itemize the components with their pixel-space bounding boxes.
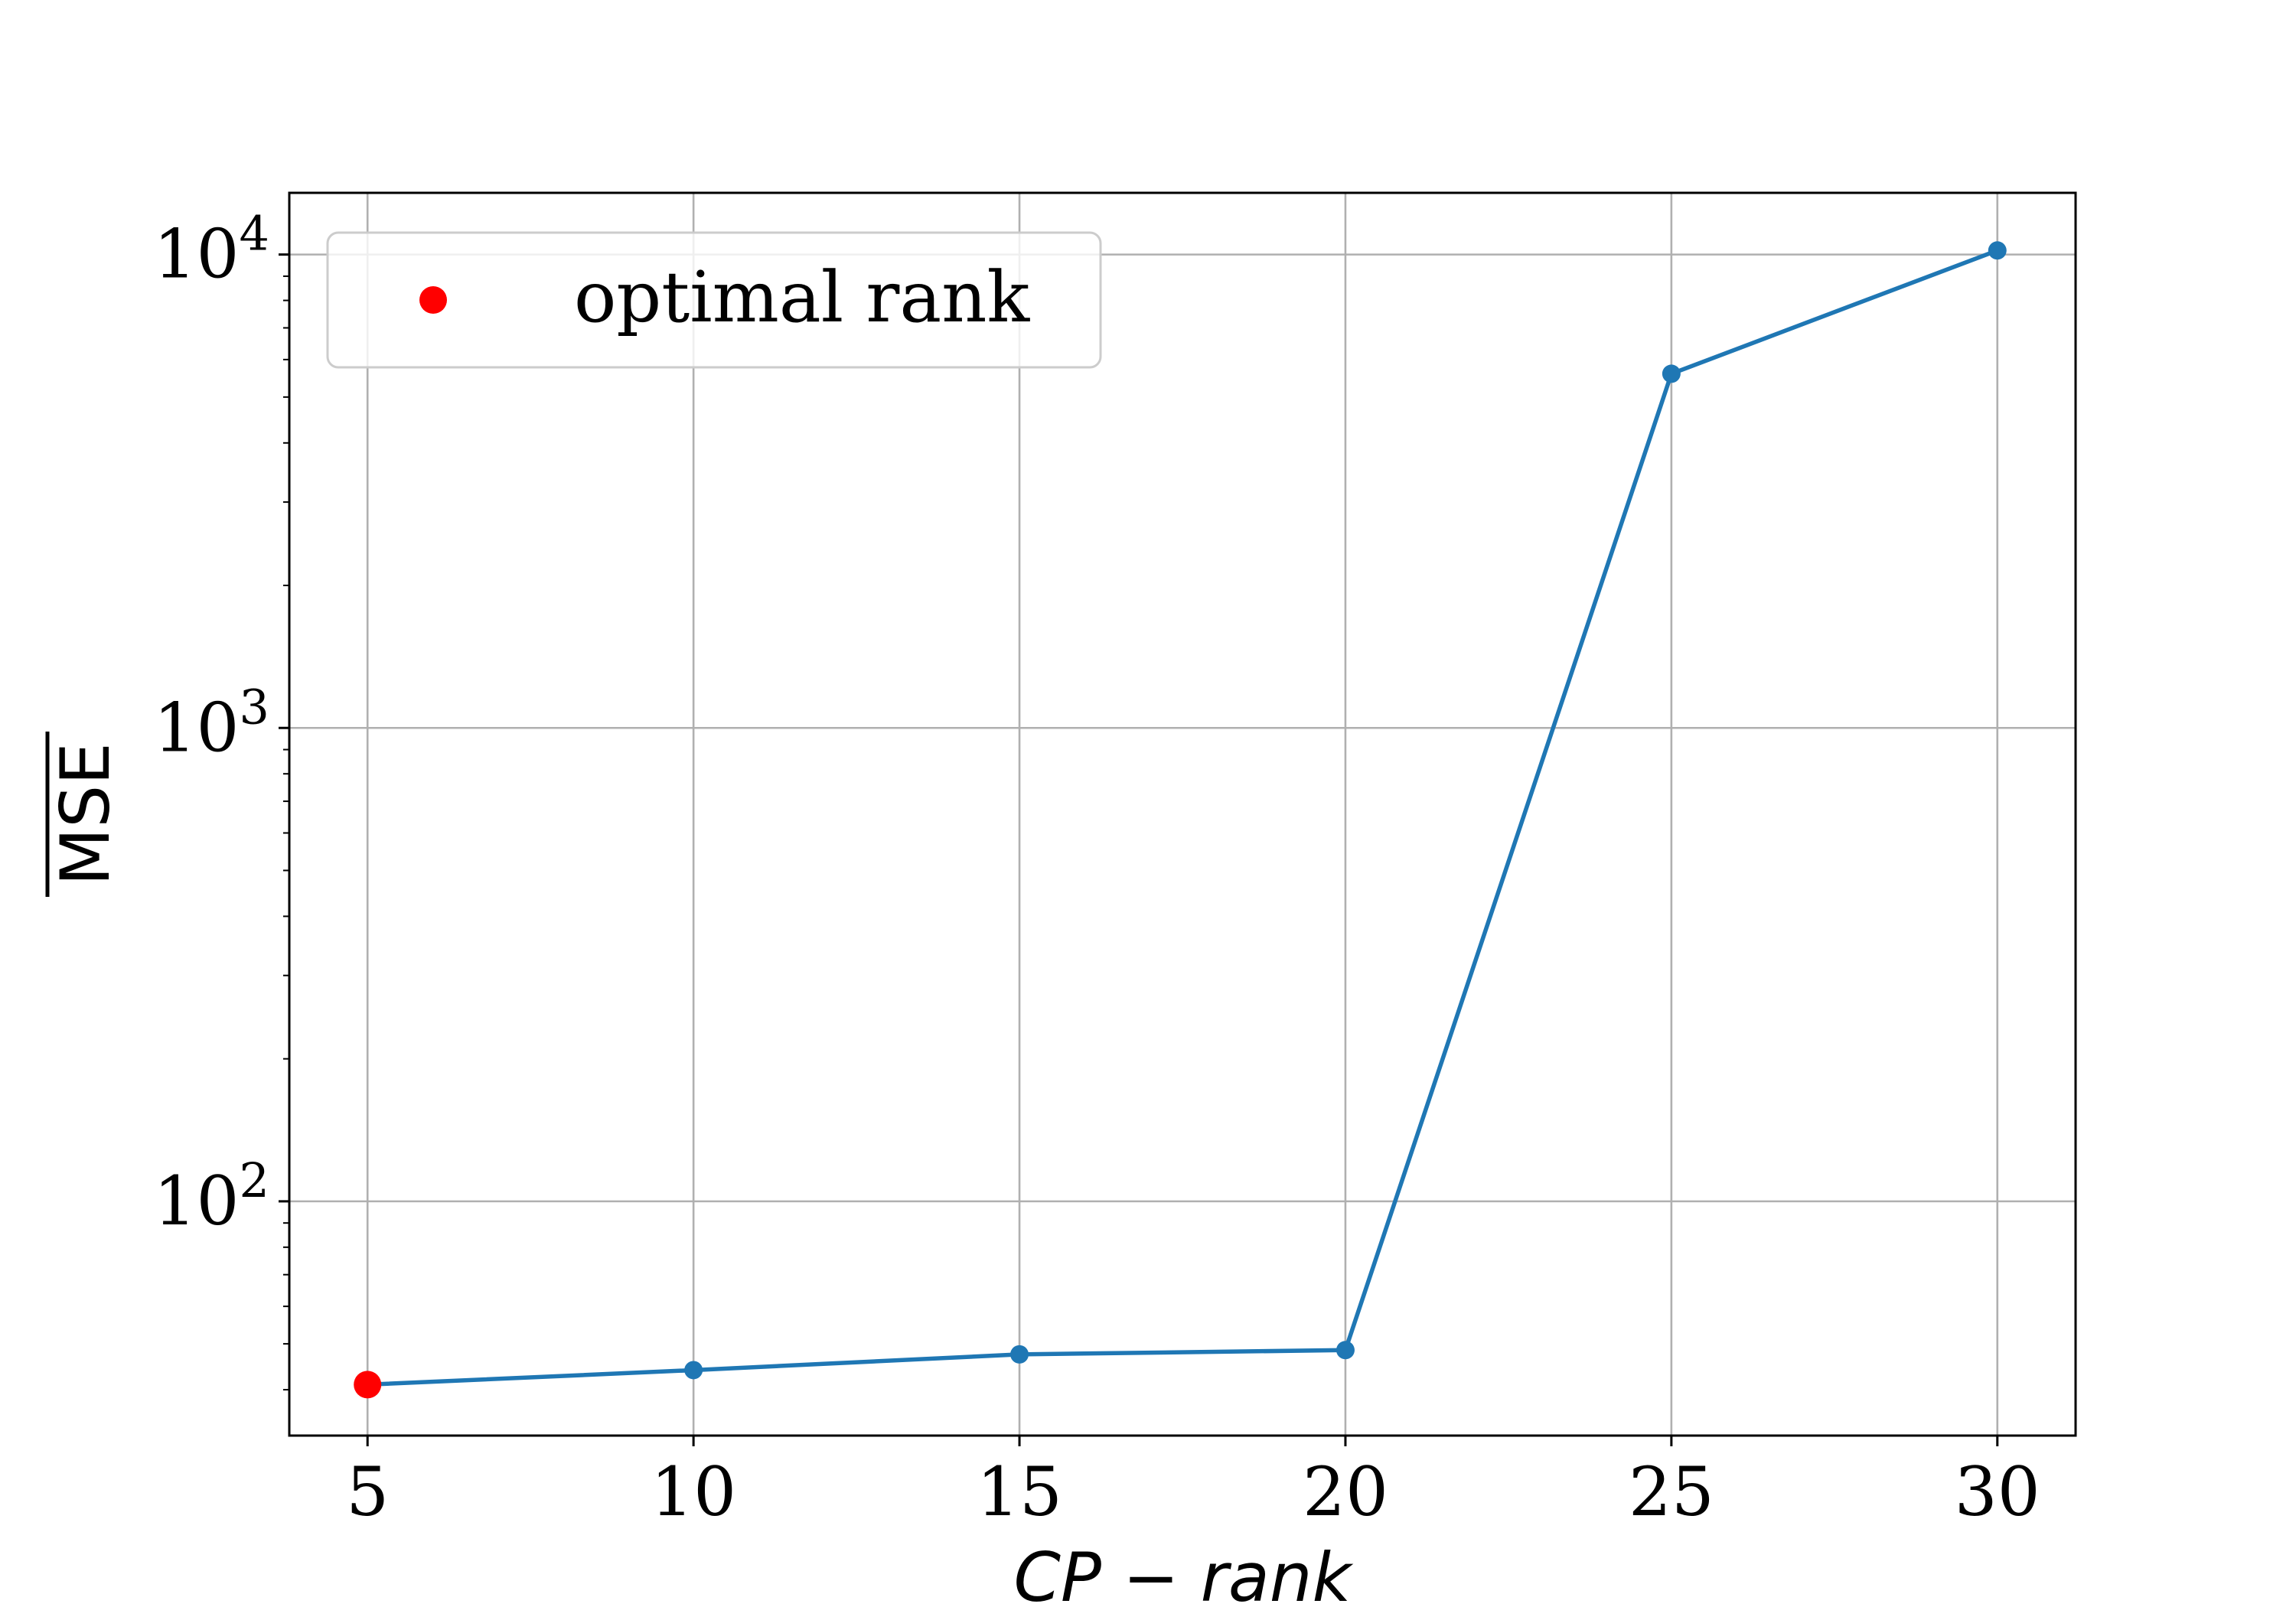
legend-marker-optimal-rank [419, 286, 447, 314]
data-point [1988, 241, 2007, 260]
x-tick-label: 30 [1955, 1452, 2040, 1531]
y-axis-label-group: MSE [45, 732, 125, 897]
x-tick-label: 20 [1303, 1452, 1388, 1531]
y-tick-label: 104 [154, 206, 269, 294]
x-tick-label: 15 [977, 1452, 1062, 1531]
ticks: 5 10 15 20 25 30 102 103 104 [154, 206, 2040, 1531]
series-polyline [367, 248, 1998, 1387]
legend-label-optimal-rank: optimal rank [574, 256, 1031, 338]
x-axis-label: CP − rank [1013, 1538, 1353, 1607]
y-tick-label: 102 [154, 1152, 269, 1240]
legend-box [326, 231, 1102, 369]
data-point [1336, 1341, 1355, 1360]
data-point [684, 1361, 703, 1380]
y-tick-label: 103 [154, 679, 269, 767]
x-tick-label: 25 [1629, 1452, 1714, 1531]
x-tick-label: 10 [651, 1452, 736, 1531]
plot-frame [288, 191, 2077, 1437]
data-point [1662, 364, 1681, 383]
data-point [1010, 1345, 1029, 1364]
y-axis-label: MSE [46, 742, 125, 885]
optimal-rank-point [354, 1371, 382, 1399]
legend: optimal rank [326, 231, 1102, 369]
series-line [354, 241, 2007, 1399]
x-tick-label: 5 [346, 1452, 389, 1531]
